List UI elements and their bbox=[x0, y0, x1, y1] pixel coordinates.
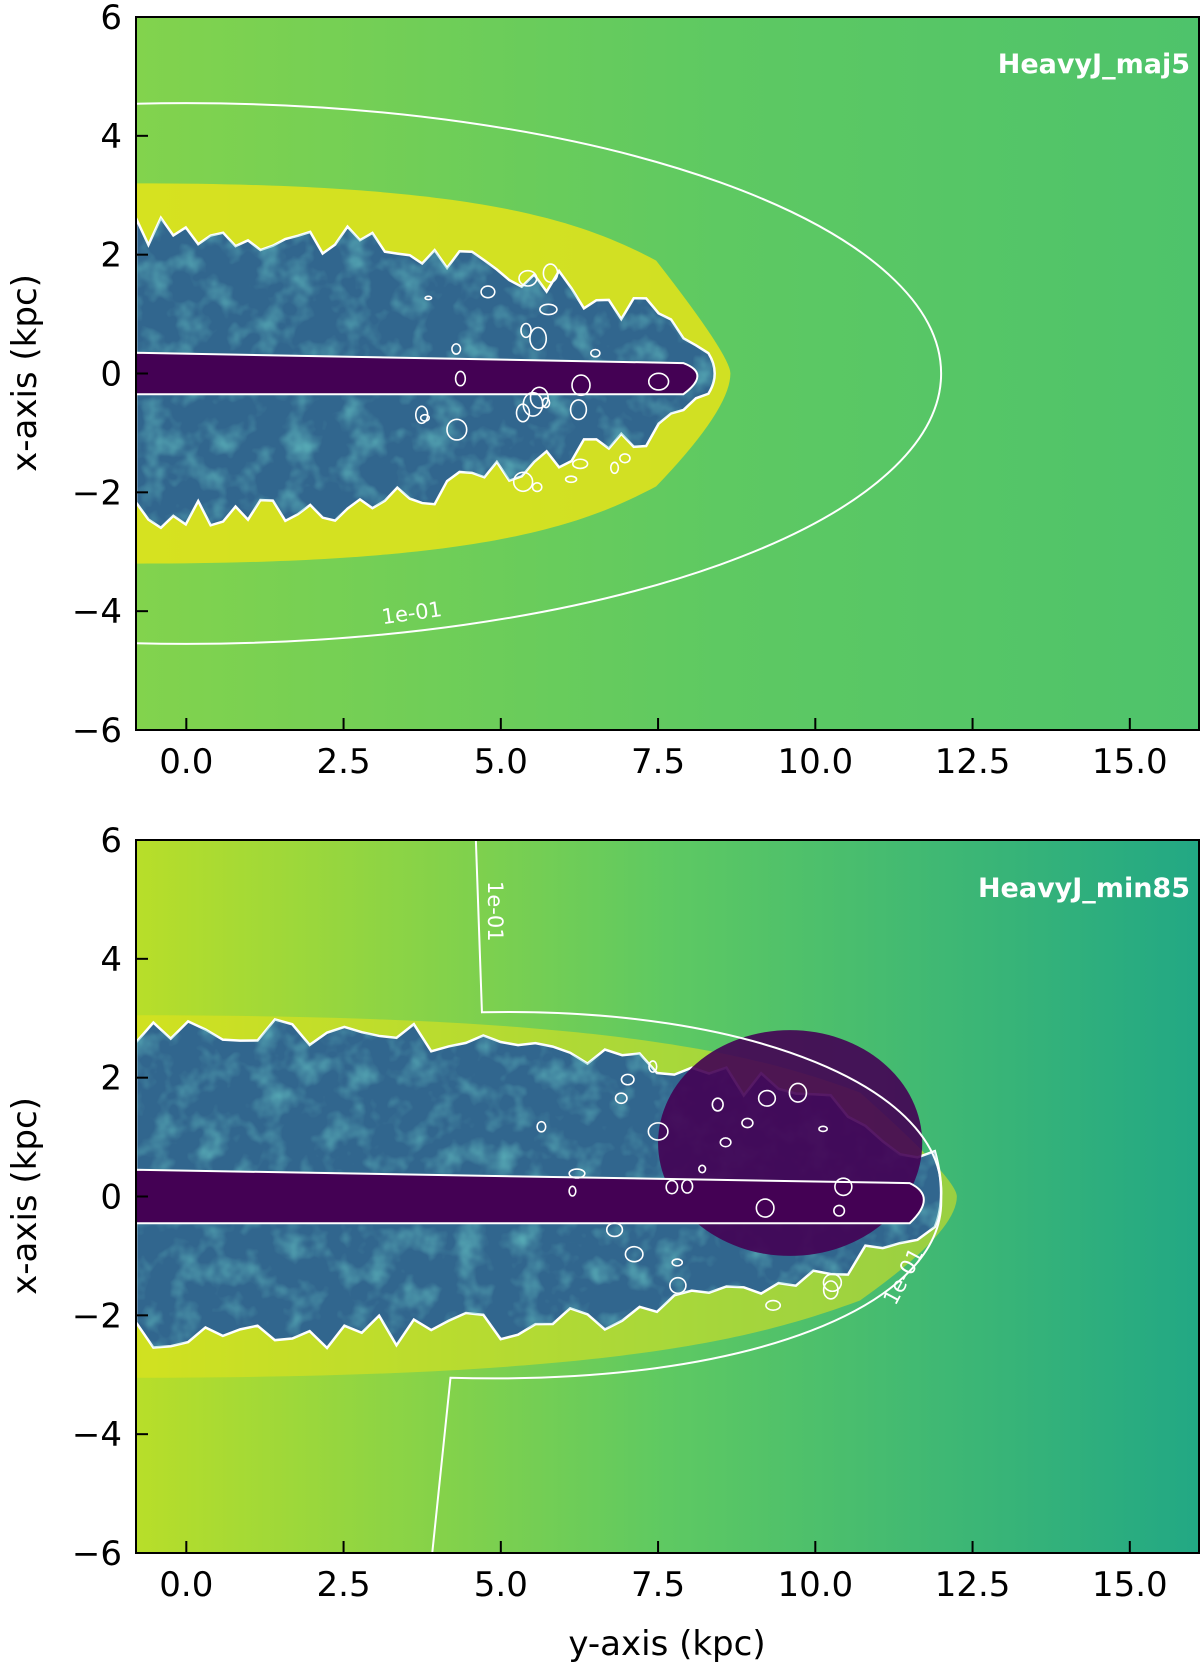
turbulent-contour bbox=[833, 1204, 846, 1217]
turbulent-contour bbox=[620, 1073, 635, 1086]
turbulent-contour bbox=[818, 1125, 829, 1133]
turbulent-contour bbox=[520, 322, 532, 339]
y-tick-label: −6 bbox=[72, 1534, 122, 1574]
y-tick-label: 2 bbox=[100, 1059, 122, 1099]
turbulent-contour bbox=[741, 1117, 754, 1129]
turbulent-contour bbox=[518, 269, 538, 287]
turbulent-contour bbox=[571, 458, 589, 470]
y-tick-label: 6 bbox=[100, 821, 122, 861]
turbulent-contour bbox=[605, 1222, 624, 1238]
turbulent-contour bbox=[590, 348, 601, 358]
y-tick-label: −4 bbox=[72, 1415, 122, 1455]
jet-spine bbox=[136, 1168, 925, 1225]
x-tick-label: 12.5 bbox=[935, 1565, 1011, 1605]
y-tick-label: 0 bbox=[100, 1178, 122, 1218]
y-tick-label: −2 bbox=[72, 1296, 122, 1336]
y-axis-ticks: −6 −4 −2 0 2 4 6 bbox=[72, 821, 148, 1574]
x-tick-label: 5.0 bbox=[474, 1565, 528, 1605]
contour-line bbox=[431, 840, 943, 1553]
plot-content: 1e-01 bbox=[136, 102, 942, 645]
x-tick-label: 15.0 bbox=[1092, 742, 1168, 782]
turbulent-contour bbox=[647, 1122, 669, 1141]
turbulent-contour bbox=[454, 370, 467, 387]
turbulent-contour bbox=[571, 374, 591, 397]
y-axis-label: x-axis (kpc) bbox=[5, 274, 45, 472]
x-tick-label: 10.0 bbox=[777, 1565, 853, 1605]
turbulent-contour bbox=[564, 475, 578, 484]
x-tick-label: 5.0 bbox=[474, 742, 528, 782]
turbulent-contour bbox=[529, 386, 549, 409]
y-tick-label: 6 bbox=[100, 0, 122, 38]
turbulent-contour bbox=[512, 471, 534, 493]
turbulent-contour bbox=[648, 1060, 658, 1073]
turbulent-contour bbox=[669, 1276, 687, 1295]
y-tick-label: 2 bbox=[100, 236, 122, 276]
x-axis-ticks: 0.0 2.5 5.0 7.5 10.0 12.5 15.0 bbox=[159, 718, 1168, 782]
turbulent-contour bbox=[568, 1168, 586, 1179]
turbulent-contour bbox=[542, 263, 559, 284]
jet-spine bbox=[136, 351, 699, 396]
panel-label: HeavyJ_maj5 bbox=[998, 49, 1190, 80]
turbulent-contour bbox=[568, 1185, 577, 1197]
turbulent-contour bbox=[624, 1245, 644, 1263]
panel-label: HeavyJ_min85 bbox=[978, 873, 1190, 904]
turbulent-contour bbox=[614, 1092, 628, 1105]
turbulent-contour bbox=[480, 285, 496, 299]
turbulent-contour bbox=[822, 1273, 843, 1293]
turbulent-contour bbox=[536, 1120, 547, 1133]
y-axis-label: x-axis (kpc) bbox=[5, 1097, 45, 1295]
x-tick-label: 12.5 bbox=[935, 742, 1011, 782]
x-tick-label: 2.5 bbox=[317, 1565, 371, 1605]
turbulent-contour bbox=[671, 1258, 684, 1267]
x-axis-label: y-axis (kpc) bbox=[568, 1624, 765, 1664]
turbulent-contour bbox=[414, 405, 429, 425]
y-tick-label: 4 bbox=[100, 940, 122, 980]
y-tick-label: −6 bbox=[72, 711, 122, 751]
turbulent-contour bbox=[569, 399, 588, 421]
x-tick-label: 10.0 bbox=[777, 742, 853, 782]
turbulent-contour bbox=[619, 453, 631, 464]
contour-label: 1e-01 bbox=[483, 881, 507, 942]
turbulent-contour bbox=[711, 1097, 724, 1112]
y-tick-label: 0 bbox=[100, 355, 122, 395]
y-tick-label: 4 bbox=[100, 117, 122, 157]
turbulent-contour bbox=[755, 1198, 775, 1218]
turbulent-contour bbox=[529, 326, 548, 351]
turbulent-contour bbox=[765, 1299, 782, 1311]
turbulent-contour bbox=[539, 303, 558, 316]
turbulent-contour bbox=[531, 481, 543, 493]
turbulent-contour bbox=[834, 1177, 853, 1197]
turbulent-contour bbox=[446, 418, 468, 441]
turbulent-contour bbox=[541, 397, 551, 409]
turbulent-contour bbox=[609, 461, 620, 475]
x-tick-label: 15.0 bbox=[1092, 1565, 1168, 1605]
contour-line bbox=[136, 102, 942, 645]
turbulent-contour bbox=[665, 1179, 679, 1195]
x-axis-ticks: 0.0 2.5 5.0 7.5 10.0 12.5 15.0 bbox=[159, 1541, 1168, 1605]
turbulent-contour bbox=[451, 343, 462, 355]
turbulent-contour bbox=[757, 1089, 777, 1107]
y-tick-label: −4 bbox=[72, 592, 122, 632]
turbulent-contour bbox=[719, 1137, 732, 1148]
x-tick-label: 2.5 bbox=[317, 742, 371, 782]
turbulent-contour bbox=[788, 1082, 808, 1103]
x-tick-label: 0.0 bbox=[159, 742, 213, 782]
turbulent-contour bbox=[647, 372, 670, 391]
panel-top: 1e-01 0.0 2.5 5.0 7.5 10.0 12.5 15.0 −6 −4 −2 0 2 4… bbox=[5, 0, 1200, 782]
x-tick-label: 0.0 bbox=[159, 1565, 213, 1605]
turbulent-contour bbox=[515, 403, 531, 423]
turbulent-contour bbox=[822, 1280, 839, 1300]
turbulent-contour bbox=[424, 295, 433, 301]
y-tick-label: −2 bbox=[72, 473, 122, 513]
turbulent-contour bbox=[698, 1164, 707, 1174]
turbulent-contour bbox=[681, 1179, 694, 1194]
x-tick-label: 7.5 bbox=[631, 742, 685, 782]
y-axis-ticks: −6 −4 −2 0 2 4 6 bbox=[72, 0, 148, 751]
x-tick-label: 7.5 bbox=[631, 1565, 685, 1605]
